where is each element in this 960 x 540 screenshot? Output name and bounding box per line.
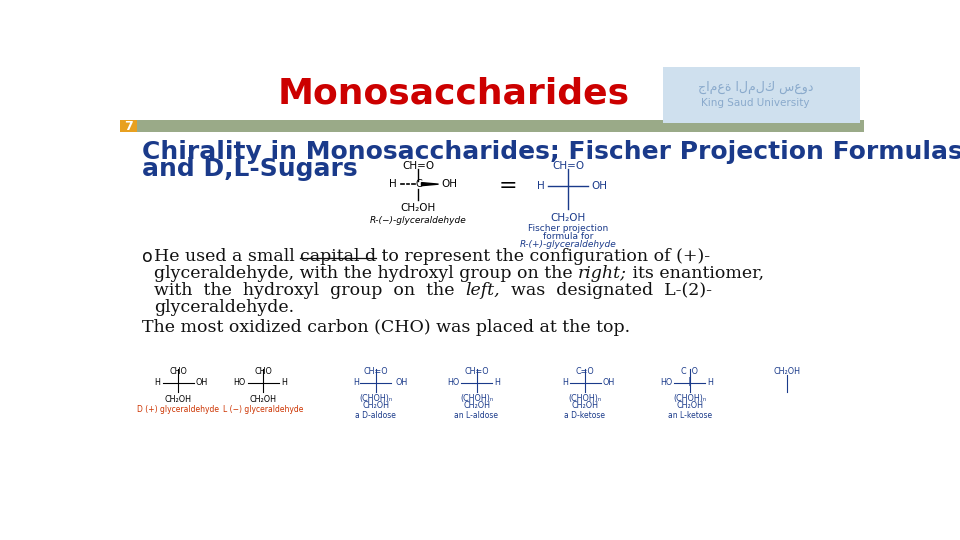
Text: CH=O: CH=O	[465, 367, 489, 376]
Text: R-(−)-glyceraldehyde: R-(−)-glyceraldehyde	[370, 217, 467, 226]
Text: H: H	[155, 379, 160, 387]
Text: OH: OH	[396, 379, 407, 387]
Text: capital d: capital d	[300, 248, 376, 265]
Bar	[662, 67, 860, 123]
Bar	[120, 120, 137, 132]
Text: glyceraldehyde, with the hydroxyl group on the: glyceraldehyde, with the hydroxyl group …	[155, 265, 578, 282]
Text: H: H	[562, 379, 568, 387]
Text: an L-ketose: an L-ketose	[667, 410, 711, 420]
Text: CH=O: CH=O	[552, 161, 584, 171]
Text: HO: HO	[233, 379, 246, 387]
Text: (CHOH)ₙ: (CHOH)ₙ	[673, 394, 707, 403]
Text: CH=O: CH=O	[402, 161, 435, 171]
Text: a D-ketose: a D-ketose	[564, 410, 606, 420]
Text: CH₂OH: CH₂OH	[463, 401, 490, 410]
Text: an L-aldose: an L-aldose	[454, 410, 498, 420]
Text: OH: OH	[196, 379, 208, 387]
Text: CHO: CHO	[254, 367, 273, 376]
Text: to represent the configuration of (+)-: to represent the configuration of (+)-	[376, 248, 710, 265]
Text: C  O: C O	[682, 367, 698, 376]
Text: R-(+)-glyceraldehyde: R-(+)-glyceraldehyde	[519, 240, 616, 248]
Text: CH₂OH: CH₂OH	[550, 213, 586, 224]
Text: CH₂OH: CH₂OH	[773, 367, 800, 376]
Text: left,: left,	[466, 282, 500, 299]
Text: right;: right;	[578, 265, 627, 282]
Text: King Saud University: King Saud University	[701, 98, 809, 109]
Text: and D,L-Sugars: and D,L-Sugars	[142, 157, 357, 181]
Text: CH₂OH: CH₂OH	[676, 401, 703, 410]
Text: its enantiomer,: its enantiomer,	[627, 265, 764, 282]
Text: 7: 7	[124, 120, 132, 133]
Text: CH₂OH: CH₂OH	[400, 202, 436, 213]
Bar	[120, 120, 864, 132]
Text: (CHOH)ₙ: (CHOH)ₙ	[359, 394, 393, 403]
Text: was  designated  L-(2)-: was designated L-(2)-	[500, 282, 712, 299]
Text: H: H	[353, 379, 359, 387]
Text: He used a small: He used a small	[155, 248, 300, 265]
Text: |: |	[584, 377, 587, 386]
Text: OH: OH	[591, 181, 608, 191]
Text: Fischer projection: Fischer projection	[528, 224, 608, 233]
Text: (CHOH)ₙ: (CHOH)ₙ	[568, 394, 602, 403]
Text: The most oxidized carbon (CHO) was placed at the top.: The most oxidized carbon (CHO) was place…	[142, 319, 630, 336]
Text: |: |	[688, 377, 691, 386]
Text: glyceraldehyde.: glyceraldehyde.	[155, 299, 294, 316]
Text: HO: HO	[660, 379, 673, 387]
Text: CH₂OH: CH₂OH	[164, 395, 192, 404]
Text: formula for: formula for	[542, 232, 593, 241]
Text: جامعة الملك سعود: جامعة الملك سعود	[698, 82, 813, 94]
Text: CH=O: CH=O	[364, 367, 388, 376]
Text: (CHOH)ₙ: (CHOH)ₙ	[460, 394, 493, 403]
Text: L (−) glyceraldehyde: L (−) glyceraldehyde	[223, 405, 303, 414]
Text: o: o	[142, 248, 153, 266]
Text: C: C	[415, 179, 421, 189]
Text: H: H	[389, 179, 396, 189]
Text: H: H	[494, 379, 500, 387]
Text: C=O: C=O	[576, 367, 594, 376]
Text: H: H	[537, 181, 544, 191]
Text: CH₂OH: CH₂OH	[571, 401, 598, 410]
Text: H: H	[281, 379, 287, 387]
Text: D (+) glyceraldehyde: D (+) glyceraldehyde	[137, 405, 219, 414]
Text: H: H	[708, 379, 713, 387]
Text: OH: OH	[603, 379, 615, 387]
Text: a D-aldose: a D-aldose	[355, 410, 396, 420]
Text: CH₂OH: CH₂OH	[362, 401, 389, 410]
Polygon shape	[421, 183, 439, 186]
Text: with  the  hydroxyl  group  on  the: with the hydroxyl group on the	[155, 282, 466, 299]
Text: Chirality in Monosaccharides; Fischer Projection Formulas: Chirality in Monosaccharides; Fischer Pr…	[142, 140, 960, 164]
Text: HO: HO	[447, 379, 460, 387]
Text: =: =	[498, 176, 516, 195]
Text: CHO: CHO	[169, 367, 187, 376]
Text: OH: OH	[442, 179, 458, 189]
Text: CH₂OH: CH₂OH	[250, 395, 276, 404]
Text: Monosaccharides: Monosaccharides	[277, 76, 630, 110]
